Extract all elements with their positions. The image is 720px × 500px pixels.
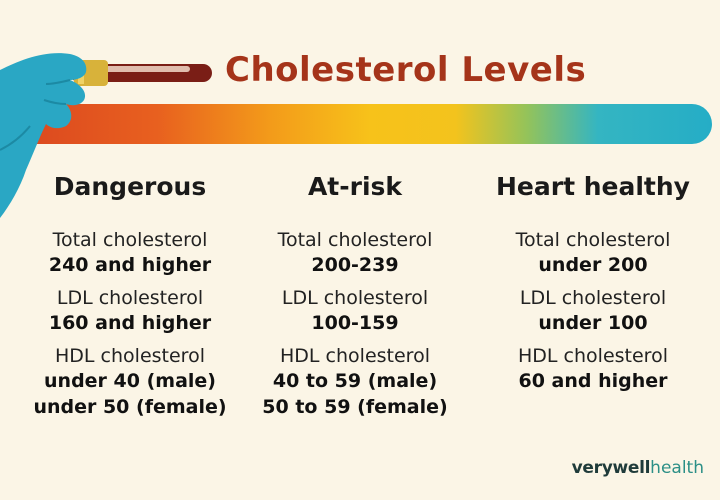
risk-gradient-bar [0,104,712,144]
brand-logo-part1: verywell [571,458,651,478]
metric-label: Total cholesterol [52,229,208,251]
column-at-risk: At-risk Total cholesterol 200-239 LDL ch… [245,170,465,428]
metric-value: under 100 [538,312,648,334]
column-dangerous: Dangerous Total cholesterol 240 and high… [20,170,240,428]
column-heading: Heart healthy [496,172,690,201]
metric-label: Total cholesterol [515,229,671,251]
page-title: Cholesterol Levels [225,50,587,90]
brand-logo-part2: health [650,458,704,478]
blood-test-tube-icon [70,60,212,86]
gloved-hand-icon [0,53,87,218]
metric-total: Total cholesterol under 200 [478,228,708,278]
brand-logo: verywellhealth [572,458,704,478]
metric-label: LDL cholesterol [281,287,429,309]
metric-ldl: LDL cholesterol 100-159 [245,286,465,336]
metric-value: under 40 (male) [44,370,216,392]
metric-value: 200-239 [311,254,399,276]
column-heading: At-risk [307,172,403,201]
gloved-hand-with-test-tube [0,53,212,218]
metric-hdl: HDL cholesterol 40 to 59 (male) 50 to 59… [245,344,465,420]
metric-total: Total cholesterol 240 and higher [20,228,240,278]
metric-label: HDL cholesterol [55,345,205,367]
metric-ldl: LDL cholesterol 160 and higher [20,286,240,336]
metric-label: HDL cholesterol [518,345,668,367]
metric-value: 100-159 [311,312,399,334]
metric-value: under 200 [538,254,648,276]
metric-label: LDL cholesterol [519,287,667,309]
metric-hdl: HDL cholesterol 60 and higher [478,344,708,394]
metric-value: 160 and higher [48,312,212,334]
metric-ldl: LDL cholesterol under 100 [478,286,708,336]
metric-value: under 50 (female) [33,396,227,418]
column-heart-healthy: Heart healthy Total cholesterol under 20… [478,170,708,402]
metric-value: 50 to 59 (female) [262,396,448,418]
metric-label: LDL cholesterol [56,287,204,309]
metric-total: Total cholesterol 200-239 [245,228,465,278]
column-heading: Dangerous [53,172,207,201]
metric-label: Total cholesterol [277,229,433,251]
metric-value: 60 and higher [518,370,668,392]
metric-label: HDL cholesterol [280,345,430,367]
metric-value: 240 and higher [48,254,212,276]
metric-value: 40 to 59 (male) [272,370,438,392]
metric-hdl: HDL cholesterol under 40 (male) under 50… [20,344,240,420]
